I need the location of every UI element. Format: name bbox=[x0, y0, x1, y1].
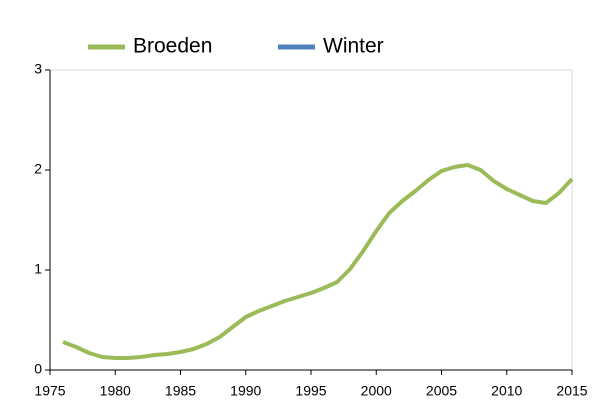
x-tick-label: 1985 bbox=[165, 383, 196, 399]
y-tick-label: 2 bbox=[34, 161, 42, 177]
x-tick-label: 2000 bbox=[361, 383, 392, 399]
legend-label: Winter bbox=[323, 35, 384, 58]
y-tick-label: 1 bbox=[34, 261, 42, 277]
x-tick-label: 1980 bbox=[100, 383, 131, 399]
legend-label: Broeden bbox=[133, 35, 212, 58]
x-tick-label: 2005 bbox=[426, 383, 457, 399]
series-line bbox=[62, 163, 574, 360]
y-tick-label: 3 bbox=[34, 61, 42, 77]
plot-frame bbox=[49, 69, 573, 371]
x-tick-label: 2015 bbox=[556, 383, 587, 399]
x-tick-label: 1995 bbox=[295, 383, 326, 399]
x-tick-label: 2010 bbox=[491, 383, 522, 399]
x-tick-label: 1990 bbox=[230, 383, 261, 399]
y-tick-label: 0 bbox=[34, 361, 42, 377]
x-tick-label: 1975 bbox=[34, 383, 65, 399]
